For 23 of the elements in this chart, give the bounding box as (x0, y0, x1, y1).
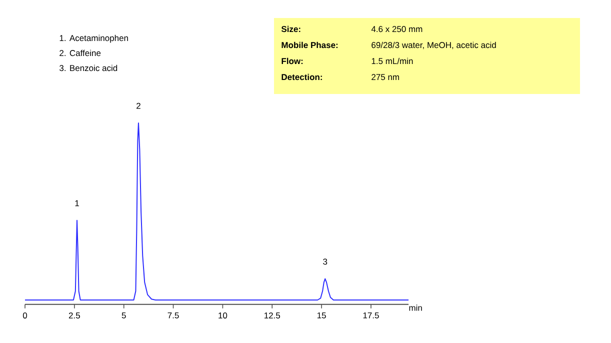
x-tick-label: 0 (22, 312, 28, 318)
text: 2. Caffeine (60, 50, 101, 56)
text: 3. Benzoic acid (60, 64, 118, 72)
x-tick-label: 7.5 (168, 312, 179, 318)
text: 1.5 mL/min (372, 58, 413, 64)
x-axis-title: min (409, 304, 422, 311)
annotation: 3 (323, 258, 328, 265)
annotation: 2 (136, 102, 140, 109)
text: 69/28/3 water, MeOH, acetic acid (372, 42, 496, 50)
annotation: 1 (75, 200, 79, 206)
text: 275 nm (372, 74, 399, 80)
text: Mobile Phase: (282, 42, 338, 48)
text: 4.6 x 250 mm (371, 26, 422, 32)
x-tick-label: 15 (317, 312, 326, 318)
x-tick-label: 17.5 (363, 312, 379, 318)
text: Flow: (282, 58, 303, 64)
x-tick-label: 2.5 (68, 312, 80, 318)
text: 1. Acetaminophen (60, 34, 128, 43)
x-tick-label: 12.5 (264, 312, 280, 318)
x-tick-label: 5 (122, 312, 126, 318)
text: Detection: (282, 74, 322, 80)
text: Size: (281, 26, 300, 32)
x-tick-label: 10 (218, 312, 228, 318)
